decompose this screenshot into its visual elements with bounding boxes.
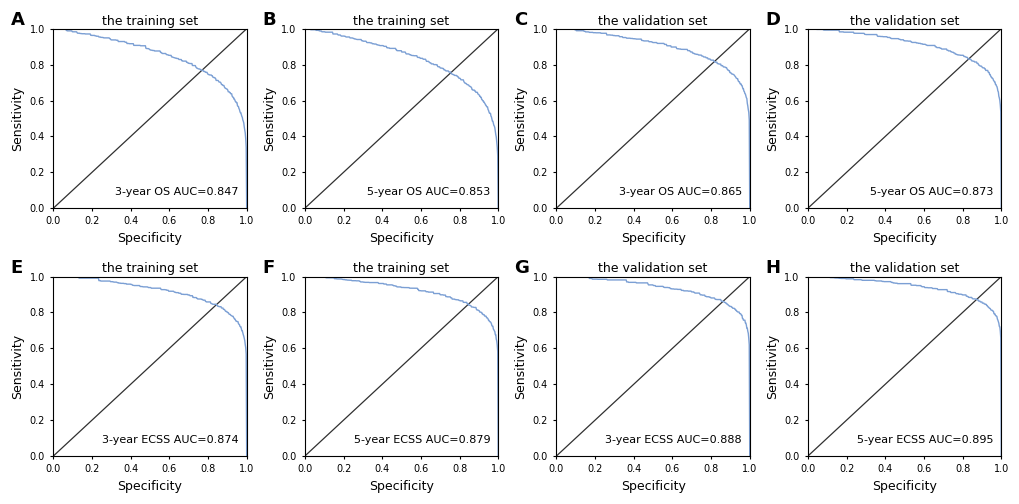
Text: C: C [514, 11, 527, 29]
Title: the validation set: the validation set [849, 263, 958, 275]
Text: 5-year OS AUC=0.853: 5-year OS AUC=0.853 [367, 187, 490, 198]
Text: 5-year ECSS AUC=0.879: 5-year ECSS AUC=0.879 [354, 435, 490, 445]
X-axis label: Specificity: Specificity [871, 232, 936, 245]
Text: F: F [262, 259, 274, 277]
Text: 3-year OS AUC=0.865: 3-year OS AUC=0.865 [619, 187, 741, 198]
X-axis label: Specificity: Specificity [117, 480, 182, 493]
Text: 5-year OS AUC=0.873: 5-year OS AUC=0.873 [869, 187, 993, 198]
X-axis label: Specificity: Specificity [369, 480, 433, 493]
Text: 3-year ECSS AUC=0.888: 3-year ECSS AUC=0.888 [605, 435, 741, 445]
Title: the training set: the training set [102, 15, 198, 28]
Text: 3-year OS AUC=0.847: 3-year OS AUC=0.847 [115, 187, 238, 198]
Text: A: A [11, 11, 24, 29]
Y-axis label: Sensitivity: Sensitivity [765, 334, 777, 399]
X-axis label: Specificity: Specificity [117, 232, 182, 245]
Title: the training set: the training set [354, 263, 449, 275]
Title: the training set: the training set [354, 15, 449, 28]
Y-axis label: Sensitivity: Sensitivity [262, 334, 275, 399]
Title: the validation set: the validation set [598, 263, 707, 275]
Title: the validation set: the validation set [598, 15, 707, 28]
X-axis label: Specificity: Specificity [620, 480, 685, 493]
Text: G: G [514, 259, 528, 277]
Text: B: B [262, 11, 276, 29]
Text: D: D [764, 11, 780, 29]
Y-axis label: Sensitivity: Sensitivity [11, 334, 24, 399]
Y-axis label: Sensitivity: Sensitivity [514, 334, 527, 399]
Y-axis label: Sensitivity: Sensitivity [514, 86, 527, 151]
X-axis label: Specificity: Specificity [871, 480, 936, 493]
Title: the training set: the training set [102, 263, 198, 275]
Text: E: E [11, 259, 23, 277]
X-axis label: Specificity: Specificity [369, 232, 433, 245]
Y-axis label: Sensitivity: Sensitivity [765, 86, 777, 151]
Y-axis label: Sensitivity: Sensitivity [11, 86, 24, 151]
Text: 3-year ECSS AUC=0.874: 3-year ECSS AUC=0.874 [102, 435, 238, 445]
Text: 5-year ECSS AUC=0.895: 5-year ECSS AUC=0.895 [856, 435, 993, 445]
X-axis label: Specificity: Specificity [620, 232, 685, 245]
Title: the validation set: the validation set [849, 15, 958, 28]
Y-axis label: Sensitivity: Sensitivity [262, 86, 275, 151]
Text: H: H [764, 259, 780, 277]
